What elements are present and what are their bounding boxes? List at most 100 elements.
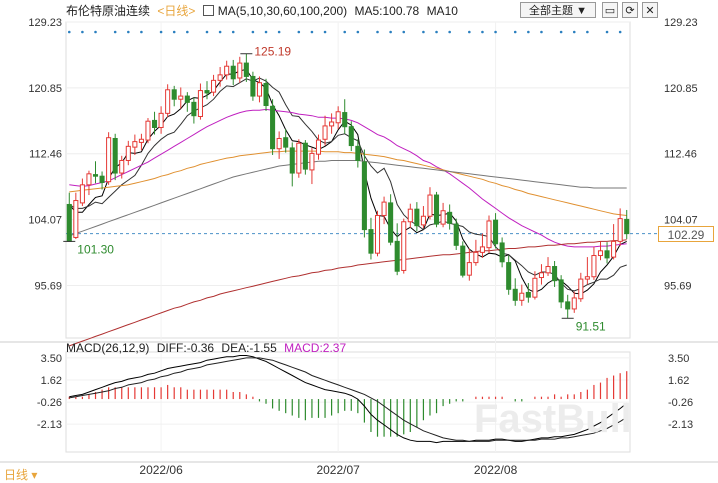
signal-dot bbox=[356, 30, 360, 34]
candle-body bbox=[512, 288, 518, 301]
candle-body bbox=[611, 240, 617, 258]
signal-dot bbox=[481, 30, 484, 34]
candle-body bbox=[519, 292, 525, 301]
signal-dot bbox=[310, 30, 314, 34]
axis-labels: 129.23 129.23 120.85 120.85 112.46 112.46 104.… bbox=[28, 17, 697, 477]
candle-body bbox=[525, 291, 531, 298]
macd-tick-right: -2.13 bbox=[668, 419, 693, 431]
signal-dot bbox=[159, 30, 163, 34]
candle-body bbox=[191, 101, 197, 117]
candle-body bbox=[597, 250, 604, 257]
signal-dot bbox=[618, 30, 622, 34]
panel-toggle-button[interactable]: ▭ bbox=[602, 2, 618, 18]
ma-line-ma5 bbox=[68, 68, 627, 295]
candle-body bbox=[270, 105, 276, 150]
signal-dot bbox=[402, 30, 406, 34]
signal-dot bbox=[277, 30, 281, 34]
candle-body bbox=[545, 266, 551, 274]
close-button[interactable]: ✕ bbox=[642, 2, 658, 18]
candle-body bbox=[276, 137, 282, 150]
period-tab-label: 日线 bbox=[4, 468, 29, 482]
price-tick-left: 112.46 bbox=[29, 149, 62, 161]
macd-line-diff bbox=[69, 355, 628, 444]
ma-line-ma10 bbox=[69, 77, 627, 292]
candle-body bbox=[348, 126, 354, 147]
candle-body bbox=[486, 220, 492, 249]
candle-body bbox=[230, 65, 236, 80]
candle-body bbox=[158, 112, 164, 128]
signal-dot bbox=[140, 30, 143, 34]
candles bbox=[66, 53, 630, 319]
candle-body bbox=[132, 141, 138, 148]
signal-dot bbox=[67, 30, 71, 34]
theme-dropdown[interactable]: 全部主题 ▼ bbox=[520, 2, 596, 18]
ma-settings-label[interactable]: MA(5,10,30,60,100,200) bbox=[217, 4, 348, 18]
ma-line-ma200 bbox=[69, 239, 627, 347]
candle-body bbox=[388, 202, 394, 243]
candle-body bbox=[578, 278, 584, 300]
signal-dot bbox=[389, 30, 392, 34]
period-label[interactable]: <日线> bbox=[157, 4, 196, 18]
low-annotation: 91.51 bbox=[576, 319, 606, 333]
signal-dot bbox=[527, 30, 530, 34]
price-tick-right: 104.07 bbox=[664, 215, 698, 227]
candle-body bbox=[624, 218, 630, 235]
ma-line-ma30 bbox=[69, 108, 627, 248]
signal-dot bbox=[513, 30, 517, 34]
signal-dot bbox=[435, 30, 438, 34]
candle-body bbox=[466, 262, 472, 276]
candle-body bbox=[197, 90, 203, 117]
chart-header: 布伦特原油连续 <日线> MA(5,10,30,60,100,200) MA5:… bbox=[66, 3, 462, 19]
candle-body bbox=[92, 174, 99, 177]
candle-body bbox=[427, 194, 433, 217]
candle-body bbox=[584, 276, 590, 280]
macd-line-dea bbox=[69, 357, 627, 442]
ma-checkbox-icon[interactable] bbox=[202, 5, 214, 16]
signal-dot bbox=[297, 30, 301, 34]
signal-dot bbox=[586, 30, 589, 34]
candle-body bbox=[565, 301, 571, 310]
signal-dot bbox=[605, 30, 609, 34]
refresh-button[interactable]: ⟳ bbox=[622, 2, 638, 18]
instrument-name: 布伦特原油连续 bbox=[66, 4, 151, 18]
macd-tick-left: 3.50 bbox=[41, 353, 62, 365]
candle-body bbox=[204, 90, 210, 94]
panel-icon: ▭ bbox=[604, 5, 616, 17]
price-tick-left: 129.23 bbox=[28, 17, 62, 29]
candle-body bbox=[125, 145, 131, 161]
candle-body bbox=[315, 139, 322, 155]
signal-dot bbox=[343, 30, 347, 34]
candle-body bbox=[106, 137, 112, 183]
candle-body bbox=[171, 89, 177, 100]
price-tick-left: 120.85 bbox=[28, 83, 62, 95]
candle-body bbox=[479, 246, 485, 253]
candle-body bbox=[66, 203, 72, 242]
time-tick: 2022/08 bbox=[474, 463, 518, 477]
signal-dot bbox=[494, 30, 497, 34]
period-tab-daily[interactable]: 日线 ▾ bbox=[4, 466, 37, 483]
macd-tick-left: 1.62 bbox=[41, 375, 62, 387]
candle-body bbox=[119, 159, 125, 174]
candle-body bbox=[571, 297, 577, 310]
watermark-logo: FastBull bbox=[474, 397, 632, 441]
macd-tick-left: -0.26 bbox=[37, 397, 62, 409]
theme-label: 全部主题 bbox=[529, 5, 574, 17]
macd-title: MACD(26,12,9) bbox=[66, 341, 150, 355]
candle-body bbox=[309, 152, 315, 171]
signal-dot bbox=[231, 30, 235, 34]
candle-body bbox=[355, 145, 361, 161]
candle-body bbox=[237, 62, 243, 79]
candle-body bbox=[617, 218, 623, 242]
macd-header: MACD(26,12,9) DIFF:-0.36 DEA:-1.55 MACD:… bbox=[66, 341, 350, 355]
candle-body bbox=[361, 161, 367, 231]
ma5-value: MA5:100.78 bbox=[354, 4, 420, 18]
signal-dot bbox=[572, 30, 576, 34]
candle-body bbox=[499, 242, 505, 263]
candle-body bbox=[591, 255, 597, 278]
candle-body bbox=[296, 142, 302, 174]
candle-body bbox=[532, 277, 538, 298]
candle-body bbox=[538, 272, 544, 279]
ma-lines bbox=[68, 68, 627, 347]
high-annotation: 125.19 bbox=[254, 45, 291, 59]
price-tick-right: 112.46 bbox=[664, 149, 697, 161]
